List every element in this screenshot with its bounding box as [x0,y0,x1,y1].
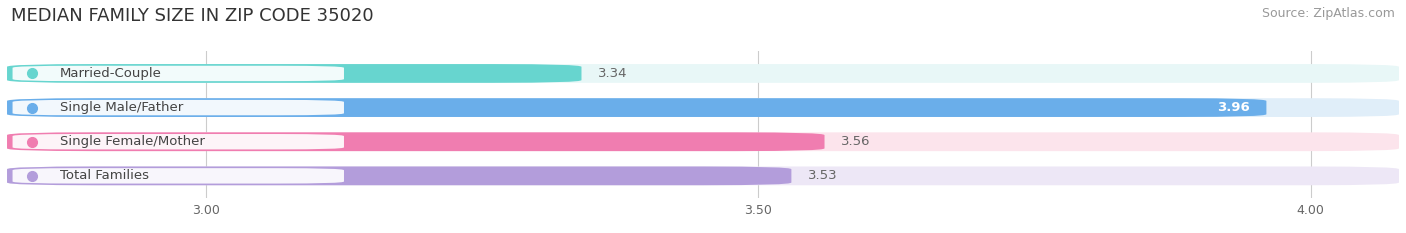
FancyBboxPatch shape [7,132,824,151]
FancyBboxPatch shape [13,134,344,149]
Text: Married-Couple: Married-Couple [60,67,162,80]
Text: 3.96: 3.96 [1218,101,1250,114]
FancyBboxPatch shape [7,166,792,185]
FancyBboxPatch shape [7,132,1399,151]
Text: 3.56: 3.56 [841,135,870,148]
Text: Single Female/Mother: Single Female/Mother [60,135,205,148]
Text: Source: ZipAtlas.com: Source: ZipAtlas.com [1261,7,1395,20]
FancyBboxPatch shape [13,66,344,81]
FancyBboxPatch shape [7,98,1267,117]
FancyBboxPatch shape [7,64,582,83]
FancyBboxPatch shape [13,168,344,184]
FancyBboxPatch shape [7,98,1399,117]
FancyBboxPatch shape [7,166,1399,185]
Text: 3.34: 3.34 [598,67,627,80]
FancyBboxPatch shape [7,64,1399,83]
Text: MEDIAN FAMILY SIZE IN ZIP CODE 35020: MEDIAN FAMILY SIZE IN ZIP CODE 35020 [11,7,374,25]
Text: 3.53: 3.53 [808,169,838,182]
FancyBboxPatch shape [13,100,344,115]
Text: Single Male/Father: Single Male/Father [60,101,183,114]
Text: Total Families: Total Families [60,169,149,182]
